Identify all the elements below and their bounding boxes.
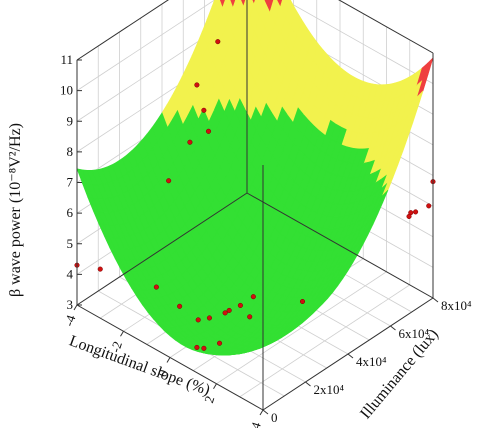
data-point	[299, 298, 306, 305]
frame-edge	[338, 0, 434, 54]
y-tick-label: 0	[271, 410, 278, 425]
y-tick-mark	[347, 353, 354, 359]
z-tick-label: 5	[67, 236, 74, 251]
z-tick-label: 3	[67, 297, 74, 312]
y-tick-mark	[390, 325, 396, 331]
data-point	[194, 344, 200, 350]
y-tick-mark	[262, 409, 269, 415]
y-tick-label: 4x10⁴	[356, 354, 387, 369]
data-point	[194, 82, 200, 88]
x-tick-label: -2	[107, 339, 125, 354]
data-point	[206, 315, 212, 321]
data-point	[195, 317, 201, 323]
data-point	[97, 266, 103, 272]
data-point	[201, 107, 207, 113]
x-tick-mark	[259, 409, 264, 416]
data-point	[187, 139, 193, 145]
data-point	[177, 303, 183, 309]
x-tick-mark	[166, 357, 171, 363]
x-tick-mark	[120, 330, 124, 337]
frame-edge	[76, 192, 248, 306]
data-point	[215, 39, 221, 45]
z-tick-label: 4	[67, 266, 74, 281]
data-point	[426, 203, 432, 209]
data-point	[406, 213, 412, 219]
y-tick-label: 2x10⁴	[314, 382, 345, 397]
grid-line	[216, 271, 387, 385]
data-point	[166, 178, 172, 184]
data-point	[217, 340, 223, 346]
data-point	[237, 302, 243, 308]
x-tick-label: -4	[61, 313, 79, 328]
z-tick-label: 9	[67, 113, 74, 128]
z-tick-label: 8	[67, 144, 74, 159]
surface-layer	[76, 0, 434, 356]
frame-edge	[246, 192, 434, 299]
data-point	[201, 345, 207, 351]
data-point	[222, 310, 228, 316]
y-tick-mark	[432, 297, 439, 303]
data-point	[250, 294, 256, 300]
data-point	[413, 209, 419, 215]
z-axis-title: β wave power (10⁻⁸V²/Hz)	[7, 123, 24, 297]
x-tick-label: 2	[201, 394, 217, 405]
x-tick-label: 0	[155, 368, 171, 379]
z-tick-label: 6	[67, 205, 74, 220]
z-tick-label: 7	[67, 175, 74, 190]
y-tick-mark	[305, 381, 311, 387]
x-tick-label: 4	[248, 420, 264, 428]
point-layer	[74, 39, 436, 351]
data-point	[153, 284, 159, 290]
frame-edge	[76, 0, 169, 61]
data-point	[205, 128, 212, 134]
x-tick-mark	[73, 304, 78, 311]
data-point	[226, 307, 232, 313]
y-tick-label: 6x10⁴	[399, 326, 430, 341]
data-point	[247, 314, 253, 320]
frame-layer	[76, 0, 434, 411]
y-tick-label: 8x10⁴	[441, 298, 472, 313]
z-tick-label: 10	[60, 83, 73, 98]
z-tick-label: 11	[60, 52, 73, 67]
x-tick-mark	[213, 383, 217, 390]
grid-line	[239, 284, 410, 398]
